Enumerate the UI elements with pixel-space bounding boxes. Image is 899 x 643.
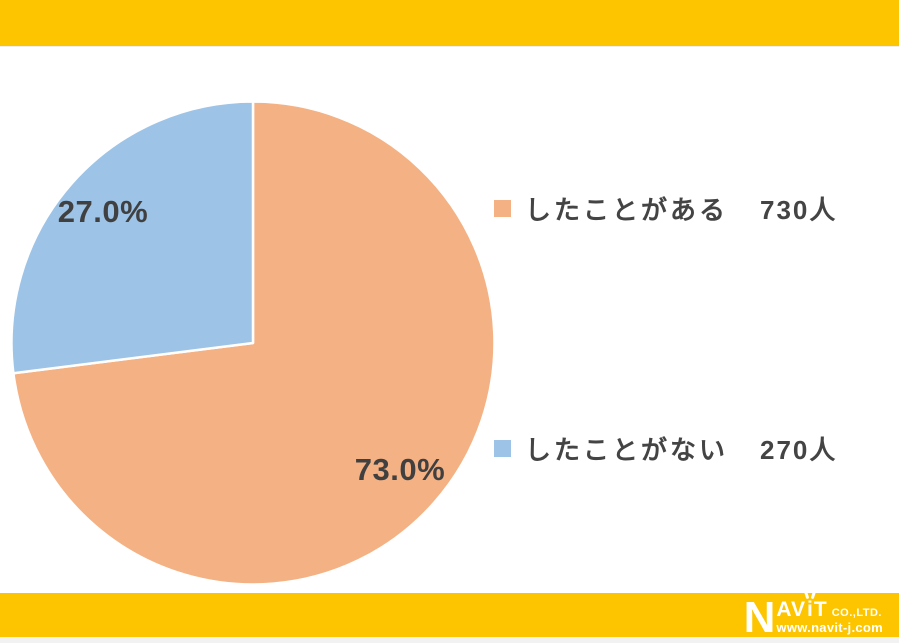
legend-item-shita-koto-ga-aru: したことがある 730人 [494,191,837,225]
pie-data-label-27: 27.0% [57,194,149,229]
legend-count: 730人 [760,194,838,225]
pie-chart [10,100,496,586]
legend-swatch-blue [494,439,511,457]
logo-letter-t: T [813,598,828,621]
pie-data-label-73: 73.0% [354,452,446,487]
legend-item-shita-koto-ga-nai: したことがない 270人 [494,431,837,465]
logo-wordmark: AV i T CO.,LTD. [776,599,882,620]
bottom-accent-bar: N AV i T CO.,LTD. www.navit-j.com [0,593,899,643]
pie-slice-shita-koto-ga-nai [10,100,255,375]
rabbit-ears-icon [805,590,815,599]
bottom-margin-strip [0,637,899,643]
logo-i-text: i [807,598,813,621]
legend-label: したことがある [525,194,729,225]
top-accent-bar [0,0,899,47]
logo-letter-n: N [743,593,776,643]
pie-chart-area [9,99,497,587]
logo-website: www.navit-j.com [776,620,883,635]
logo-company-suffix: CO.,LTD. [831,607,882,619]
legend-count: 270人 [760,434,838,465]
legend-label: したことがない [525,434,729,465]
legend-swatch-orange [494,199,511,217]
logo-letter-i: i [807,599,813,620]
logo-letters-av: AV [776,598,807,621]
navit-logo: N AV i T CO.,LTD. www.navit-j.com [743,593,883,643]
logo-right-block: AV i T CO.,LTD. www.navit-j.com [776,599,883,634]
